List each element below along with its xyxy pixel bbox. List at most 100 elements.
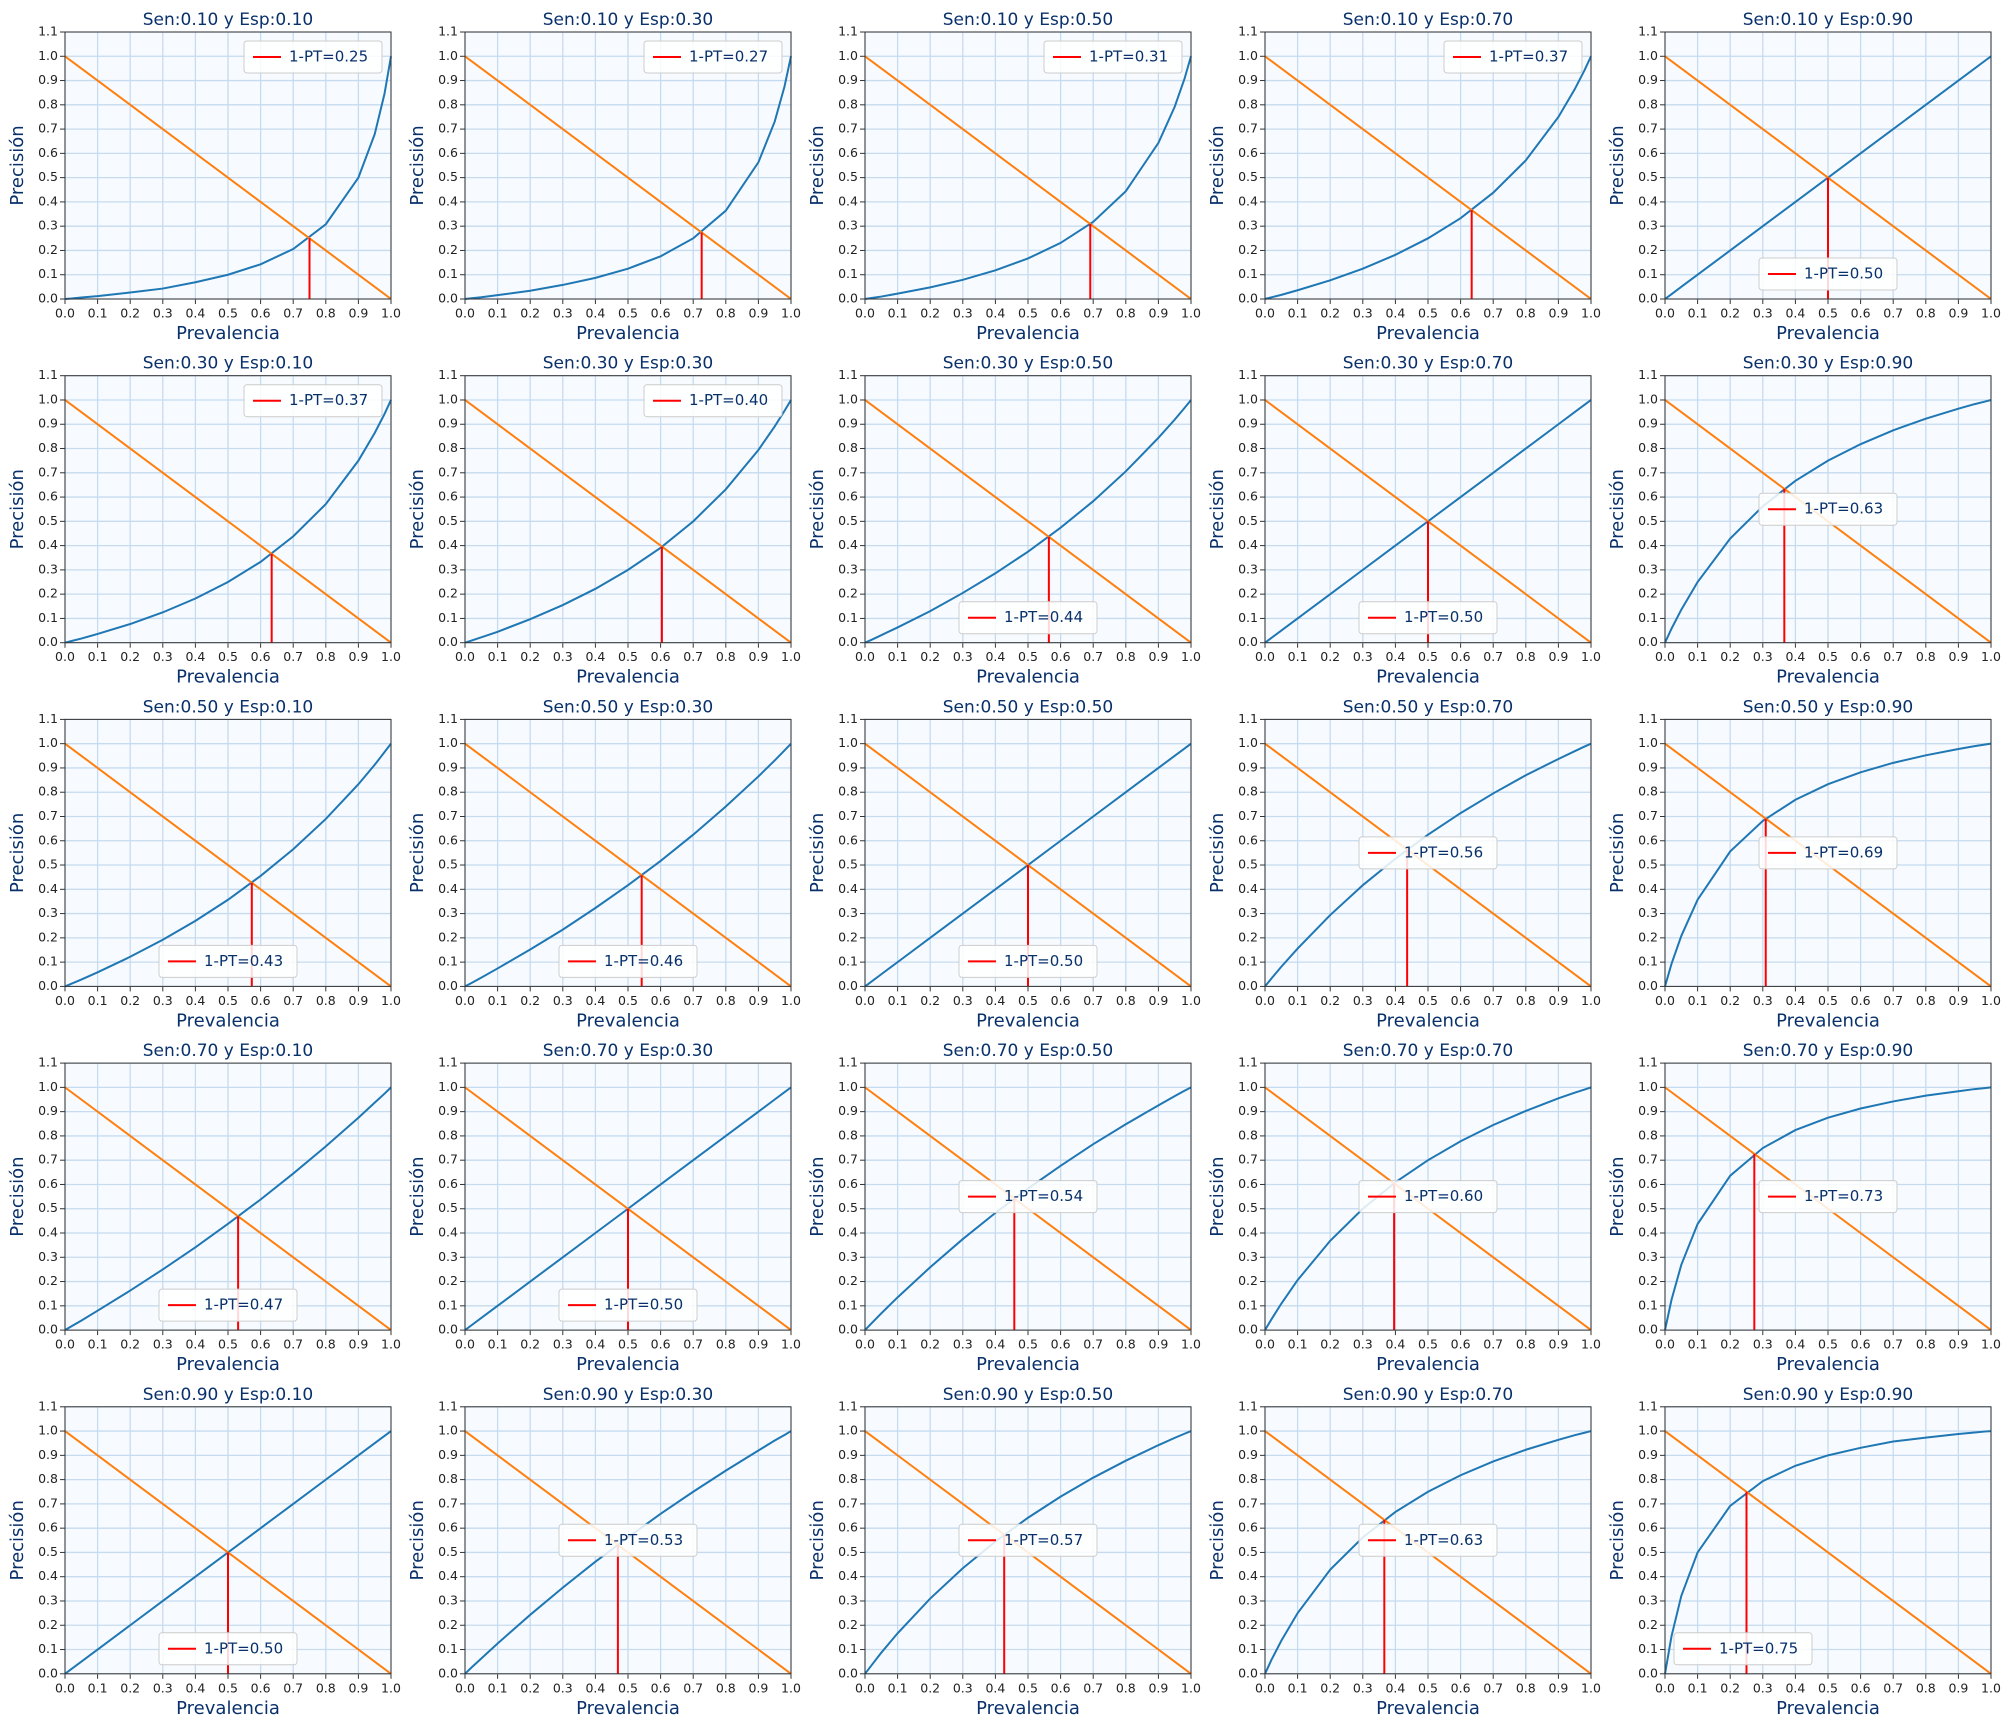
x-tick-label: 0.6 bbox=[1051, 649, 1071, 664]
x-tick-label: 0.3 bbox=[953, 649, 973, 664]
legend-label: 1-PT=0.47 bbox=[204, 1296, 283, 1314]
y-tick-label: 0.5 bbox=[1638, 513, 1658, 528]
legend: 1-PT=0.60 bbox=[1358, 1180, 1498, 1214]
y-tick-label: 1.1 bbox=[1638, 711, 1658, 726]
y-tick-label: 0.8 bbox=[1238, 96, 1258, 111]
x-tick-label: 0.6 bbox=[651, 1680, 671, 1695]
x-tick-label: 0.4 bbox=[185, 1680, 205, 1695]
y-tick-label: 0.9 bbox=[1638, 1103, 1658, 1118]
x-tick-label: 0.1 bbox=[1688, 649, 1708, 664]
y-tick-label: 0.5 bbox=[38, 1200, 58, 1215]
axes-frame bbox=[464, 1406, 792, 1675]
y-tick-label: 1.1 bbox=[1238, 367, 1258, 382]
x-tick-label: 0.6 bbox=[1451, 649, 1471, 664]
legend: 1-PT=0.73 bbox=[1758, 1180, 1898, 1214]
x-tick-label: 1.0 bbox=[781, 993, 801, 1008]
y-tick-label: 0.0 bbox=[838, 978, 858, 993]
x-tick-label: 0.1 bbox=[88, 1680, 108, 1695]
y-tick-label: 0.0 bbox=[38, 1322, 58, 1337]
y-tick-label: 0.8 bbox=[838, 1127, 858, 1142]
x-tick-label: 0.2 bbox=[1320, 306, 1340, 321]
x-tick-label: 0.7 bbox=[683, 649, 703, 664]
subplot: 0.0 0.1 0.2 0.3 0.4 0.5 0.6 0.7 0.8 0.9 1.0 0.0 0.1 0… bbox=[407, 10, 801, 344]
x-tick-label: 0.4 bbox=[985, 1337, 1005, 1352]
x-tick-label: 0.0 bbox=[1255, 306, 1275, 321]
y-tick-label: 0.4 bbox=[1238, 537, 1258, 552]
x-tick-label: 0.9 bbox=[348, 993, 368, 1008]
x-tick-label: 0.2 bbox=[920, 649, 940, 664]
y-tick-label: 0.6 bbox=[38, 1176, 58, 1191]
y-tick-label: 0.2 bbox=[38, 929, 58, 944]
chart-title: Sen:0.10 y Esp:0.50 bbox=[943, 10, 1113, 30]
subplot: 0.0 0.1 0.2 0.3 0.4 0.5 0.6 0.7 0.8 0.9 1.0 0.0 0.1 0… bbox=[1607, 1041, 2001, 1375]
legend-label: 1-PT=0.60 bbox=[1404, 1187, 1483, 1205]
y-tick-label: 0.1 bbox=[838, 1641, 858, 1656]
y-tick-label: 0.5 bbox=[1238, 513, 1258, 528]
legend-box bbox=[958, 1180, 1098, 1214]
subplot: 0.0 0.1 0.2 0.3 0.4 0.5 0.6 0.7 0.8 0.9 1.0 0.0 0.1 0… bbox=[7, 354, 401, 688]
y-tick-label: 1.0 bbox=[1638, 1079, 1658, 1094]
x-tick-label: 0.4 bbox=[985, 1680, 1005, 1695]
y-tick-label: 0.3 bbox=[438, 561, 458, 576]
x-tick-label: 0.7 bbox=[1883, 649, 1903, 664]
y-axis-label: Precisión bbox=[1607, 469, 1628, 549]
axes-frame bbox=[864, 1406, 1192, 1675]
y-tick-label: 0.0 bbox=[1638, 1322, 1658, 1337]
y-tick-label: 0.8 bbox=[838, 1471, 858, 1486]
series-line bbox=[864, 1430, 1192, 1675]
y-tick-label: 1.0 bbox=[838, 1079, 858, 1094]
x-tick-label: 0.7 bbox=[1483, 649, 1503, 664]
y-tick-label: 1.0 bbox=[838, 1423, 858, 1438]
x-tick-label: 0.2 bbox=[520, 993, 540, 1008]
x-axis-label: Prevalencia bbox=[576, 323, 680, 344]
x-tick-label: 0.4 bbox=[585, 649, 605, 664]
x-tick-label: 0.3 bbox=[1353, 993, 1373, 1008]
x-tick-label: 0.5 bbox=[618, 993, 638, 1008]
y-tick-label: 0.6 bbox=[1638, 489, 1658, 504]
x-tick-label: 0.4 bbox=[1385, 306, 1405, 321]
x-tick-label: 0.6 bbox=[251, 306, 271, 321]
chart-title: Sen:0.90 y Esp:0.30 bbox=[543, 1385, 713, 1405]
legend-label: 1-PT=0.53 bbox=[604, 1531, 683, 1549]
y-tick-label: 0.8 bbox=[838, 784, 858, 799]
x-tick-label: 0.1 bbox=[1688, 1680, 1708, 1695]
x-tick-label: 0.9 bbox=[748, 1680, 768, 1695]
y-tick-label: 0.6 bbox=[838, 145, 858, 160]
axes-frame bbox=[64, 375, 392, 644]
series-line bbox=[64, 399, 392, 644]
y-axis-label: Precisión bbox=[7, 813, 28, 893]
y-tick-label: 0.3 bbox=[838, 1592, 858, 1607]
x-tick-label: 0.5 bbox=[218, 993, 238, 1008]
y-tick-label: 0.0 bbox=[1238, 1665, 1258, 1680]
y-tick-label: 0.0 bbox=[38, 634, 58, 649]
subplot: 0.0 0.1 0.2 0.3 0.4 0.5 0.6 0.7 0.8 0.9 1.0 0.0 0.1 0… bbox=[1207, 697, 1601, 1031]
y-tick-label: 0.0 bbox=[1238, 291, 1258, 306]
legend: 1-PT=0.69 bbox=[1758, 836, 1898, 870]
legend-box bbox=[1758, 492, 1898, 526]
y-axis-label: Precisión bbox=[1607, 1156, 1628, 1236]
y-axis-label: Precisión bbox=[807, 813, 828, 893]
y-axis-label: Precisión bbox=[1207, 1156, 1228, 1236]
y-tick-label: 0.0 bbox=[838, 1665, 858, 1680]
x-tick-label: 0.4 bbox=[185, 649, 205, 664]
legend: 1-PT=0.56 bbox=[1358, 836, 1498, 870]
y-tick-label: 0.3 bbox=[438, 1249, 458, 1264]
x-tick-label: 0.2 bbox=[120, 649, 140, 664]
y-tick-label: 0.9 bbox=[38, 1447, 58, 1462]
x-tick-label: 0.5 bbox=[618, 1680, 638, 1695]
x-tick-label: 0.8 bbox=[1116, 1337, 1136, 1352]
x-tick-label: 0.5 bbox=[618, 649, 638, 664]
x-axis-label: Prevalencia bbox=[976, 1698, 1080, 1719]
x-tick-label: 0.5 bbox=[1018, 649, 1038, 664]
x-tick-label: 0.9 bbox=[348, 306, 368, 321]
axes-frame bbox=[864, 375, 1192, 644]
y-tick-label: 0.9 bbox=[1638, 416, 1658, 431]
x-tick-label: 0.7 bbox=[1483, 1680, 1503, 1695]
y-tick-label: 0.1 bbox=[1638, 266, 1658, 281]
x-tick-label: 0.2 bbox=[1720, 1337, 1740, 1352]
x-tick-label: 0.5 bbox=[1018, 306, 1038, 321]
chart-title: Sen:0.90 y Esp:0.10 bbox=[143, 1385, 313, 1405]
x-tick-label: 1.0 bbox=[781, 1337, 801, 1352]
x-tick-label: 0.1 bbox=[1288, 1337, 1308, 1352]
x-tick-label: 0.8 bbox=[1516, 649, 1536, 664]
